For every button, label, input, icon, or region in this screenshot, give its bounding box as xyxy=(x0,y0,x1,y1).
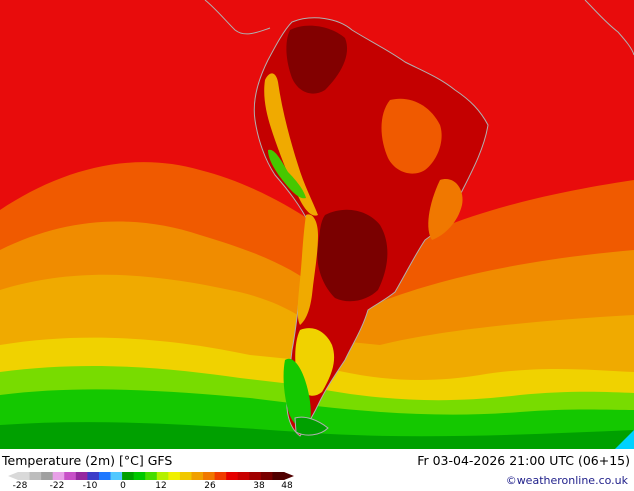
legend-swatch xyxy=(133,472,146,480)
east-brazil-orange xyxy=(428,179,463,240)
legend-swatch xyxy=(214,472,227,480)
patagonia-green xyxy=(283,358,311,428)
color-legend xyxy=(8,472,294,480)
north-andes-dark xyxy=(286,25,348,94)
legend-swatch xyxy=(98,472,112,480)
legend-swatch xyxy=(249,472,262,480)
legend-swatch xyxy=(203,472,216,480)
cold-corner xyxy=(615,430,634,449)
legend-tick-label: 12 xyxy=(155,481,167,491)
legend-tick-label: -28 xyxy=(12,481,28,491)
legend-swatch xyxy=(145,472,158,480)
legend-swatch xyxy=(29,472,42,480)
legend-swatch xyxy=(156,472,169,480)
legend-swatch xyxy=(75,472,88,480)
patagonia-yellow xyxy=(295,328,335,396)
tierra-del-fuego xyxy=(294,416,329,436)
legend-swatch xyxy=(226,472,239,480)
temperature-map xyxy=(0,0,634,449)
chaco-hot-core xyxy=(317,209,388,302)
legend-swatch xyxy=(41,472,54,480)
legend-tick-label: 48 xyxy=(281,481,293,491)
legend-swatch xyxy=(272,472,285,480)
legend-tick-label: -10 xyxy=(82,481,98,491)
legend-swatch xyxy=(64,472,77,480)
legend-tick-label: 0 xyxy=(120,481,126,491)
credit-link[interactable]: ©weatheronline.co.uk xyxy=(505,474,628,487)
legend-arrow-right xyxy=(284,472,294,480)
legend-tick-label: -22 xyxy=(49,481,65,491)
central-america-outline xyxy=(204,0,271,35)
legend-swatch xyxy=(122,472,135,480)
legend-swatch xyxy=(237,472,250,480)
legend-tick-label: 38 xyxy=(253,481,265,491)
legend-swatch xyxy=(191,472,204,480)
legend-swatch xyxy=(168,472,181,480)
legend-swatch xyxy=(179,472,192,480)
legend-swatch xyxy=(18,472,31,480)
legend-tick-label: 26 xyxy=(204,481,216,491)
legend-swatch xyxy=(87,472,100,480)
andes-cool-strip xyxy=(264,73,318,216)
legend-swatch xyxy=(52,472,65,480)
legend-arrow-left xyxy=(8,472,18,480)
south-andes-strip xyxy=(297,214,318,325)
footer-bar: Temperature (2m) [°C] GFS Fr 03-04-2026 … xyxy=(0,449,634,490)
amazon-warm-region xyxy=(381,98,442,174)
forecast-timestamp: Fr 03-04-2026 21:00 UTC (06+15) xyxy=(417,453,630,468)
map-title: Temperature (2m) [°C] GFS xyxy=(2,453,173,468)
caribbean-outline xyxy=(584,0,634,56)
legend-swatch xyxy=(260,472,273,480)
andes-green-patches xyxy=(268,149,306,199)
band-dark-green xyxy=(0,422,634,449)
legend-swatch xyxy=(110,472,123,480)
